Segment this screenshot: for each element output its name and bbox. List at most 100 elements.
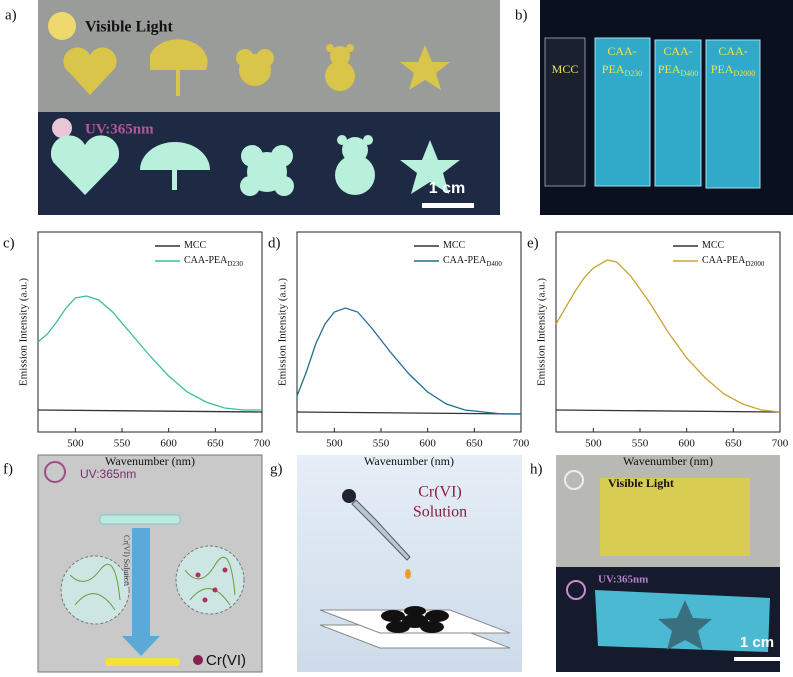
legend-name: MCC bbox=[702, 240, 725, 251]
uv-label: UV:365nm bbox=[598, 574, 648, 586]
x-tick-label: 700 bbox=[513, 438, 530, 450]
uv-icon bbox=[52, 118, 72, 138]
scale-bar bbox=[734, 657, 780, 661]
panel-f: UV:365nm Cr(VI) Solution Cr(VI) bbox=[37, 454, 263, 673]
panel-label: h) bbox=[530, 461, 543, 477]
x-tick-label: 600 bbox=[419, 438, 436, 450]
legend-sub: D400 bbox=[486, 260, 502, 268]
sample-label-text: PEA bbox=[602, 62, 625, 76]
legend-label: MCC bbox=[184, 240, 207, 251]
x-tick-label: 650 bbox=[466, 438, 483, 450]
series-line bbox=[555, 409, 781, 413]
x-tick-label: 500 bbox=[326, 438, 343, 450]
panel-label: f) bbox=[3, 461, 13, 477]
legend-label: MCC bbox=[443, 240, 466, 251]
visible-label: Visible Light bbox=[85, 19, 174, 36]
zoom-circle bbox=[175, 545, 245, 615]
sun-icon bbox=[564, 470, 584, 490]
legend-sub: D2000 bbox=[745, 260, 765, 268]
flower-pattern bbox=[381, 606, 449, 633]
plot-frame bbox=[555, 231, 781, 433]
scale-label: 1 cm bbox=[429, 180, 465, 197]
legend-label: CAA-PEAD230 bbox=[184, 255, 243, 267]
panel-g bbox=[297, 455, 522, 672]
sample-label: MCC bbox=[552, 62, 579, 76]
solution-label: Cr(VI) bbox=[418, 484, 462, 501]
slide bbox=[544, 37, 586, 187]
film bbox=[600, 478, 750, 556]
sample-label-sub: D230 bbox=[624, 69, 642, 78]
slide bbox=[654, 39, 702, 187]
plot-frame bbox=[296, 231, 522, 433]
series-line bbox=[296, 411, 522, 415]
x-tick-label: 550 bbox=[373, 438, 390, 450]
network bbox=[184, 556, 236, 606]
legend-name: CAA-PEA bbox=[443, 255, 487, 266]
series-line bbox=[37, 409, 263, 413]
arrow-shaft bbox=[132, 528, 150, 638]
visible-label: Visible Light bbox=[608, 476, 674, 490]
slide bbox=[705, 39, 761, 189]
sample-label-text: CAA- bbox=[663, 44, 692, 58]
legend-name: CAA-PEA bbox=[702, 255, 746, 266]
sample-label: PEAD2000 bbox=[711, 62, 755, 78]
shapes-visible bbox=[63, 39, 450, 96]
legend-name: CAA-PEA bbox=[184, 255, 228, 266]
x-tick-label: 550 bbox=[114, 438, 131, 450]
x-axis-label: Wavenumber (nm) bbox=[623, 454, 713, 468]
panel-h: Visible Light UV:365nm 1 cm bbox=[556, 455, 780, 672]
series-line bbox=[37, 295, 262, 411]
y-axis-label: Emission Intensity (a.u.) bbox=[18, 278, 30, 386]
panel-label: a) bbox=[5, 7, 17, 23]
series-line bbox=[555, 259, 781, 413]
ion-legend bbox=[193, 655, 203, 665]
arrow-head bbox=[122, 636, 160, 656]
x-tick-label: 650 bbox=[207, 438, 224, 450]
x-tick-label: 600 bbox=[678, 438, 695, 450]
arrow-label: Cr(VI) Solution bbox=[122, 535, 131, 586]
ions bbox=[195, 567, 228, 603]
sample-label: PEAD230 bbox=[602, 62, 642, 78]
sample-label-text: CAA- bbox=[607, 44, 636, 58]
plot-frame bbox=[37, 231, 263, 433]
uv-icon bbox=[44, 461, 66, 483]
panel-label: g) bbox=[270, 461, 283, 477]
legend-sub: D230 bbox=[227, 260, 243, 268]
scale-label: 1 cm bbox=[740, 634, 774, 651]
panel-b bbox=[540, 0, 793, 215]
film bbox=[105, 658, 180, 666]
sun-icon bbox=[48, 12, 76, 40]
sample-label-text: PEA bbox=[711, 62, 734, 76]
legend-name: MCC bbox=[443, 240, 466, 251]
x-tick-label: 700 bbox=[254, 438, 271, 450]
sample-label-text: CAA- bbox=[718, 44, 747, 58]
sample-label-text: MCC bbox=[552, 62, 579, 76]
legend-label: CAA-PEAD400 bbox=[443, 255, 502, 267]
panel-label: b) bbox=[515, 7, 528, 23]
x-tick-label: 650 bbox=[725, 438, 742, 450]
legend-label: CAA-PEAD2000 bbox=[702, 255, 765, 267]
star bbox=[658, 600, 712, 650]
panel-label: d) bbox=[268, 235, 281, 251]
panel-a: Visible Light UV:365nm 1 cm bbox=[38, 0, 500, 215]
x-axis-label: Wavenumber (nm) bbox=[105, 454, 195, 468]
legend-label: MCC bbox=[702, 240, 725, 251]
zoom-circle bbox=[60, 555, 130, 625]
dropper-bulb bbox=[342, 489, 356, 503]
panel-label: c) bbox=[3, 235, 15, 251]
solution-label: Solution bbox=[413, 504, 467, 521]
sample-label-text: PEA bbox=[658, 62, 681, 76]
drop bbox=[405, 569, 411, 579]
slide bbox=[594, 37, 651, 187]
film bbox=[99, 514, 181, 525]
sample-label: CAA- bbox=[663, 44, 692, 58]
sample-label-sub: D2000 bbox=[733, 69, 755, 78]
x-tick-label: 550 bbox=[632, 438, 649, 450]
sample-label-sub: D400 bbox=[680, 69, 698, 78]
x-tick-label: 600 bbox=[160, 438, 177, 450]
x-tick-label: 500 bbox=[585, 438, 602, 450]
x-tick-label: 500 bbox=[67, 438, 84, 450]
sample-label: CAA- bbox=[607, 44, 636, 58]
legend-name: MCC bbox=[184, 240, 207, 251]
panel-label: e) bbox=[527, 235, 539, 251]
